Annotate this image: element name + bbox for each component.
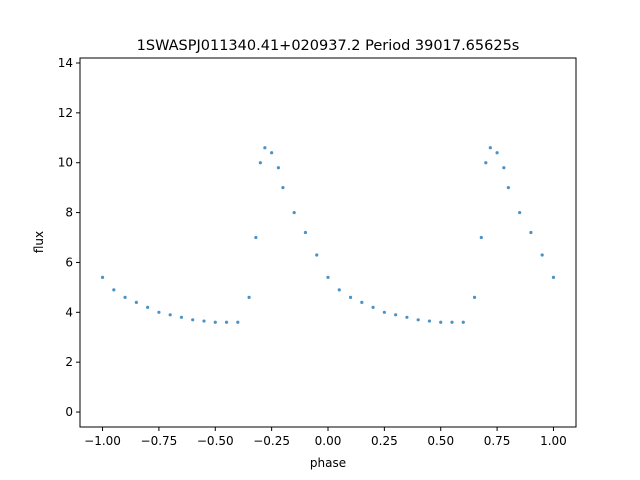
data-point [326,275,330,280]
data-point [254,235,258,240]
data-point [382,310,386,314]
y-tick-label: 4 [65,305,73,319]
x-tick-label: −0.25 [253,434,290,448]
data-point [405,315,409,319]
x-tick-label: 0.75 [484,434,511,448]
data-point [281,186,285,190]
data-point [123,295,127,299]
data-point [394,313,398,317]
y-tick-label: 14 [58,56,73,70]
x-tick-label: −1.00 [84,434,121,448]
data-point [416,318,420,322]
data-point [236,320,240,324]
data-point [247,295,251,299]
x-tick-label: 0.00 [315,434,342,448]
data-point [168,313,172,317]
data-point [484,161,488,165]
x-tick-label: 0.25 [371,434,398,448]
x-axis-ticks: −1.00 −0.75 −0.50 −0.25 0.00 0.25 0.50 0.75 1.00 [84,427,567,448]
data-point [100,275,105,280]
data-point [258,161,262,165]
data-point [112,288,116,292]
y-axis-label: flux [32,231,46,253]
data-point [179,315,184,319]
y-tick-label: 6 [65,255,73,269]
y-axis-ticks: 0 2 4 6 8 10 12 14 [58,56,80,419]
data-point [450,320,454,324]
plot-area-frame [79,57,577,428]
data-point [461,320,465,324]
x-tick-label: 1.00 [540,434,567,448]
x-tick-label: 0.50 [427,434,454,448]
data-point [360,300,364,304]
data-point [276,166,280,170]
data-point [502,166,506,170]
y-tick-label: 2 [65,355,73,369]
data-point [427,319,432,323]
data-point [270,151,274,155]
data-point [134,300,138,304]
data-point [292,210,296,215]
y-tick-label: 12 [58,106,73,120]
data-point [518,210,522,215]
data-point [315,253,319,257]
data-point [213,320,217,324]
x-tick-label: −0.50 [197,434,234,448]
data-point [157,310,161,314]
data-point [479,235,483,240]
data-point [348,295,353,299]
data-point [495,151,499,155]
y-tick-label: 0 [65,405,73,419]
chart-title: 1SWASPJ011340.41+020937.2 Period 39017.6… [137,38,520,54]
scatter-points [100,146,556,324]
data-point [337,288,341,292]
x-tick-label: −0.75 [141,434,178,448]
data-point [540,253,544,257]
data-point [146,305,150,309]
data-point [191,318,195,322]
data-point [202,319,206,323]
data-point [263,146,267,150]
y-tick-label: 8 [65,206,73,220]
data-point [488,146,492,150]
data-point [529,230,533,235]
data-point [506,186,510,190]
data-point [371,305,375,309]
data-point [224,320,229,324]
x-axis-label: phase [310,456,346,470]
data-point [551,275,556,280]
y-tick-label: 10 [58,156,73,170]
data-point [303,230,308,235]
data-point [439,320,443,324]
data-point [472,295,477,299]
